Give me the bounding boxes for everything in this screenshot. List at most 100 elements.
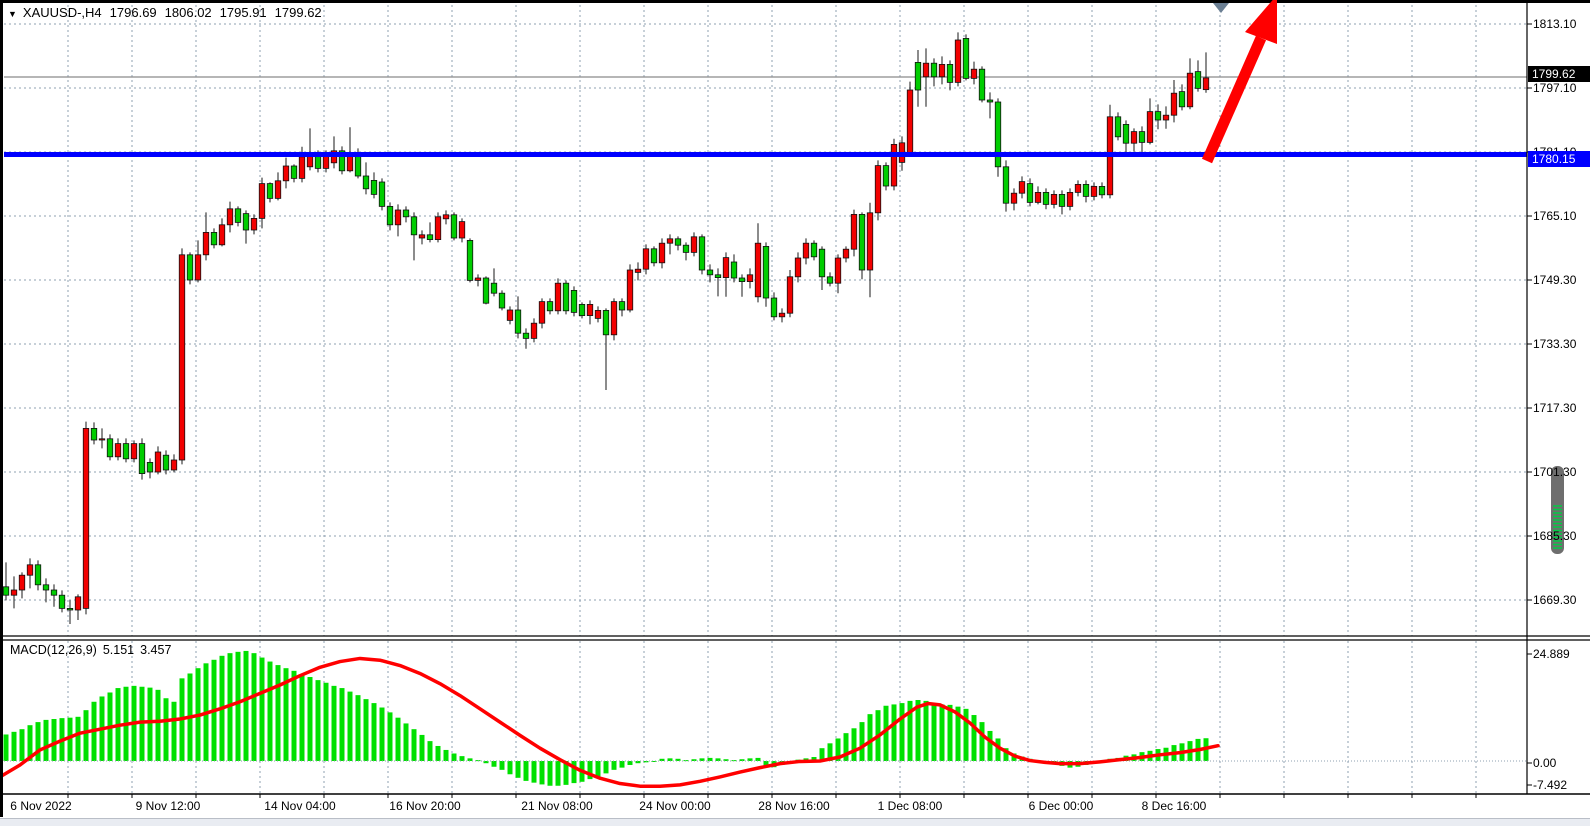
macd-histogram-bar — [611, 761, 617, 770]
candle-bull — [634, 268, 642, 273]
time-axis-label: 28 Nov 16:00 — [758, 799, 830, 813]
candle-bear — [770, 297, 778, 318]
time-axis-label: 24 Nov 00:00 — [639, 799, 711, 813]
macd-histogram-bar — [763, 761, 769, 766]
candle-bear — [698, 236, 706, 271]
candle-bear — [266, 183, 274, 199]
candle-bear — [50, 589, 58, 596]
candle-bear — [66, 608, 74, 611]
macd-histogram-bar — [371, 703, 377, 761]
macd-histogram-bar — [483, 761, 489, 764]
candle-bull — [530, 322, 538, 339]
macd-histogram-bar — [707, 757, 713, 761]
candle-bull — [842, 248, 850, 259]
price-axis-label: 1669.30 — [1533, 593, 1577, 607]
macd-histogram-bar — [3, 734, 9, 761]
macd-histogram-bar — [43, 719, 49, 761]
candle-bull — [866, 212, 874, 271]
candle-bull — [10, 589, 18, 596]
macd-axis-label: -7.492 — [1533, 778, 1568, 792]
candle-bear — [810, 242, 818, 258]
macd-histogram-bar — [51, 719, 57, 761]
macd-histogram-bar — [355, 695, 361, 761]
ohlc-high: 1806.02 — [164, 5, 212, 20]
chart-title: ▼ XAUUSD-,H4 1796.69 1806.02 1795.91 179… — [8, 5, 322, 20]
macd-histogram-bar — [11, 731, 17, 761]
candle-bull — [834, 257, 842, 284]
status-bar — [0, 818, 1590, 826]
trend-arrow-head[interactable] — [1245, 0, 1277, 44]
macd-histogram-bar — [843, 733, 849, 761]
time-axis-label: 1 Dec 08:00 — [877, 799, 943, 813]
macd-histogram-bar — [459, 756, 465, 761]
candle-bull — [1162, 114, 1170, 121]
candle-bull — [298, 156, 306, 179]
candle-bear — [618, 301, 626, 311]
candle-bear — [946, 64, 954, 83]
candle-bull — [658, 242, 666, 264]
candle-bull — [1170, 92, 1178, 116]
candle-bull — [130, 443, 138, 460]
macd-histogram-bar — [155, 689, 161, 761]
candle-bear — [338, 150, 346, 172]
macd-histogram-bar — [699, 758, 705, 761]
macd-histogram-bar — [867, 714, 873, 761]
candle-bear — [1178, 91, 1186, 108]
candle-bear — [186, 254, 194, 281]
candle-bear — [1058, 193, 1066, 207]
macd-histogram-bar — [403, 723, 409, 761]
candle-bull — [1186, 72, 1194, 108]
macd-histogram-bar — [691, 759, 697, 761]
macd-histogram-bar — [619, 761, 625, 768]
candle-bull — [1074, 183, 1082, 193]
candle-bull — [82, 427, 90, 609]
macd-histogram-bar — [827, 743, 833, 761]
macd-indicator-label: MACD(12,26,9) 5.151 3.457 — [10, 643, 171, 657]
price-axis-label: 1717.30 — [1533, 401, 1577, 415]
macd-histogram-bar — [571, 761, 577, 784]
symbol-dropdown-icon[interactable]: ▼ — [8, 8, 17, 19]
macd-histogram-bar — [723, 759, 729, 761]
time-axis-label: 14 Nov 04:00 — [264, 799, 336, 813]
macd-histogram-bar — [35, 722, 41, 761]
macd-histogram-bar — [643, 761, 649, 763]
candle-bull — [1202, 77, 1210, 91]
macd-histogram-bar — [507, 761, 513, 775]
candle-bear — [714, 274, 722, 278]
candle-bull — [1010, 192, 1018, 204]
candle-bear — [450, 214, 458, 239]
candle-bull — [890, 143, 898, 187]
down-triangle-marker-icon[interactable] — [1213, 3, 1229, 13]
candle-bear — [826, 276, 834, 284]
price-axis-label: 1685.30 — [1533, 529, 1577, 543]
macd-histogram-bar — [539, 761, 545, 785]
candle-bull — [874, 165, 882, 214]
candle-bear — [674, 238, 682, 246]
candle-bear — [650, 248, 658, 264]
candle-bull — [226, 208, 234, 226]
support-level-line[interactable] — [4, 152, 1527, 157]
time-axis-label: 16 Nov 20:00 — [389, 799, 461, 813]
current-price-tag: 1799.62 — [1528, 66, 1590, 82]
candle-bear — [882, 165, 890, 187]
candle-bull — [474, 277, 482, 281]
time-axis-label: 8 Dec 16:00 — [1141, 799, 1207, 813]
candle-bear — [290, 165, 298, 179]
macd-histogram-bar — [963, 708, 969, 761]
candle-bear — [570, 289, 578, 313]
macd-histogram-bar — [419, 734, 425, 761]
candle-bull — [418, 234, 426, 239]
candle-bull — [394, 209, 402, 226]
candle-bull — [922, 62, 930, 78]
candle-bull — [18, 574, 26, 591]
macd-histogram-bar — [307, 677, 313, 761]
macd-histogram-bar — [947, 704, 953, 761]
macd-histogram-bar — [859, 722, 865, 761]
candle-bear — [410, 216, 418, 236]
macd-histogram-bar — [627, 761, 633, 765]
candle-bear — [522, 332, 530, 339]
trend-arrow-shaft[interactable] — [1201, 35, 1267, 164]
macd-histogram-bar — [739, 759, 745, 761]
macd-histogram-bar — [811, 757, 817, 761]
